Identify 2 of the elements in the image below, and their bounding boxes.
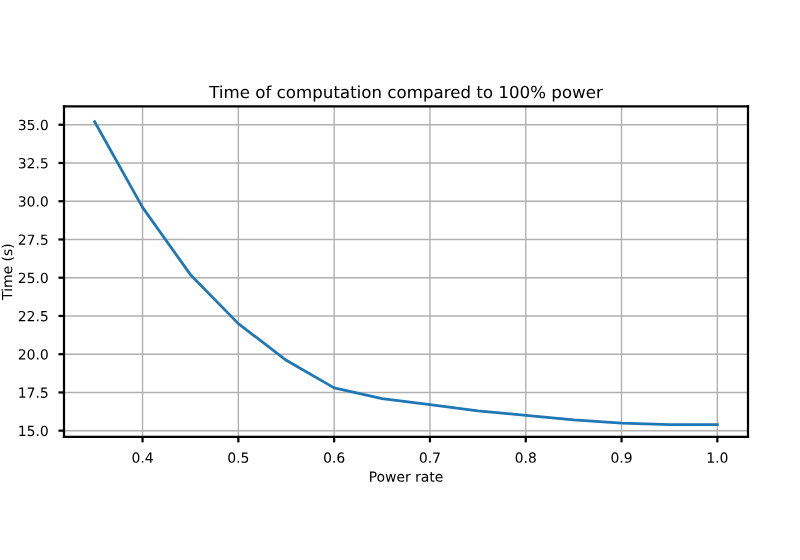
- chart-title: Time of computation compared to 100% power: [209, 85, 603, 102]
- line-series: [93, 120, 719, 426]
